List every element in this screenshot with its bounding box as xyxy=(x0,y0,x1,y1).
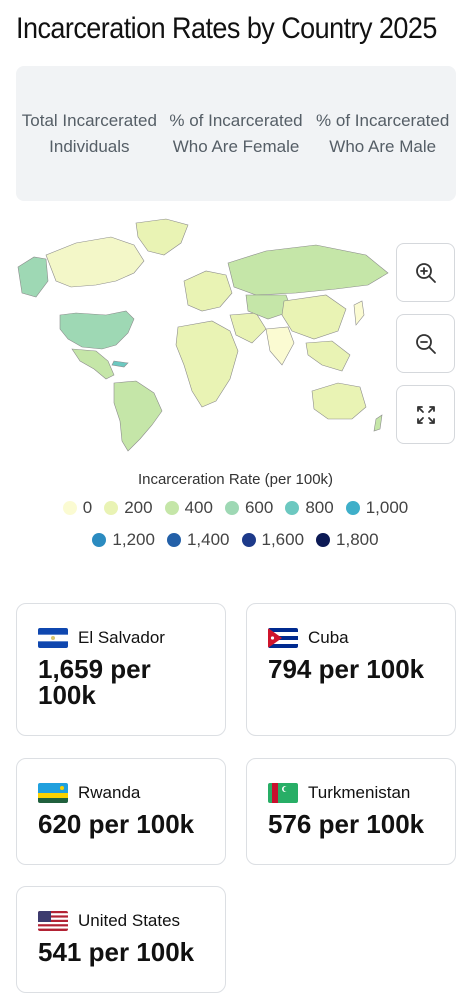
legend-swatch xyxy=(104,501,119,515)
country-card-cuba[interactable]: Cuba 794 per 100k xyxy=(246,603,456,736)
tab-total-incarcerated[interactable]: Total Incarcerated Individuals xyxy=(21,110,157,156)
legend-swatch xyxy=(92,533,107,547)
country-name: El Salvador xyxy=(78,628,165,647)
map-region-canada xyxy=(45,236,145,288)
fullscreen-button[interactable] xyxy=(396,385,455,444)
tab-percent-female[interactable]: % of Incarcerated Who Are Female xyxy=(169,110,303,156)
map-region-africa xyxy=(175,320,239,408)
country-card-united-states[interactable]: United States 541 per 100k xyxy=(16,886,226,993)
card-header: Turkmenistan xyxy=(268,783,435,803)
legend-label: 800 xyxy=(305,498,334,517)
metric-tabs: Total Incarcerated Individuals % of Inca… xyxy=(16,66,456,201)
page-title: Incarceration Rates by Country 2025 xyxy=(16,12,437,45)
legend-label: 1,600 xyxy=(261,530,305,549)
legend-item: 1,000 xyxy=(345,498,409,518)
rwanda-flag-icon xyxy=(38,783,68,803)
legend-row-1: 0 200 400 600 800 1,000 xyxy=(0,498,471,518)
world-map[interactable] xyxy=(16,215,390,455)
zoom-out-button[interactable] xyxy=(396,314,455,373)
legend-item: 1,400 xyxy=(166,530,230,550)
legend-item: 200 xyxy=(104,498,153,518)
map-region-southeast-asia xyxy=(305,340,351,372)
legend-label: 1,000 xyxy=(365,498,409,517)
card-header: El Salvador xyxy=(38,628,205,648)
cuba-flag-icon xyxy=(268,628,298,648)
tab-percent-male[interactable]: % of Incarcerated Who Are Male xyxy=(316,110,450,156)
turkmenistan-flag-icon xyxy=(268,783,298,803)
legend-swatch xyxy=(62,501,77,515)
united-states-flag-icon xyxy=(38,911,68,931)
legend-swatch xyxy=(241,533,256,547)
map-region-greenland xyxy=(135,218,189,256)
card-header: United States xyxy=(38,911,205,931)
legend-swatch xyxy=(164,501,179,515)
legend-label: 200 xyxy=(124,498,153,517)
rate-value: 541 per 100k xyxy=(38,937,195,967)
legend-swatch xyxy=(166,533,181,547)
country-name: Turkmenistan xyxy=(308,783,411,802)
card-header: Rwanda xyxy=(38,783,205,803)
map-region-europe xyxy=(183,270,233,312)
world-map-svg xyxy=(17,218,389,452)
legend-item: 1,200 xyxy=(92,530,155,550)
map-region-united-states xyxy=(59,310,135,350)
country-name: United States xyxy=(78,911,181,930)
rate-value: 620 per 100k xyxy=(38,809,195,839)
map-region-cuba xyxy=(111,360,129,368)
legend-item: 0 xyxy=(62,498,93,518)
map-region-mexico xyxy=(71,348,115,380)
fullscreen-icon xyxy=(416,405,435,424)
legend-item: 800 xyxy=(285,498,334,518)
legend-label: 600 xyxy=(244,498,274,517)
map-region-east-asia xyxy=(281,294,347,340)
legend-swatch xyxy=(345,501,360,515)
legend-row-2: 1,200 1,400 1,600 1,800 xyxy=(0,530,471,550)
legend-label: 1,800 xyxy=(336,530,379,549)
map-region-south-asia xyxy=(265,326,295,366)
map-region-japan xyxy=(353,300,365,326)
legend-item: 1,800 xyxy=(316,530,379,550)
legend-label: 0 xyxy=(82,498,93,517)
legend-title: Incarceration Rate (per 100k) xyxy=(137,471,334,488)
legend-item: 400 xyxy=(164,498,213,518)
legend-label: 400 xyxy=(184,498,213,517)
legend-label: 1,400 xyxy=(186,530,230,549)
legend-swatch xyxy=(285,501,300,515)
country-card-turkmenistan[interactable]: Turkmenistan 576 per 100k xyxy=(246,758,456,865)
card-header: Cuba xyxy=(268,628,435,648)
zoom-in-icon xyxy=(415,262,436,283)
zoom-out-icon xyxy=(415,333,436,354)
country-name: Cuba xyxy=(308,628,349,647)
map-region-middle-east xyxy=(229,312,267,344)
map-region-australia xyxy=(311,382,367,420)
legend-swatch xyxy=(316,533,331,547)
rate-value: 576 per 100k xyxy=(268,809,425,839)
map-region-central-asia xyxy=(245,294,293,320)
zoom-in-button[interactable] xyxy=(396,243,455,302)
el-salvador-flag-icon xyxy=(38,628,68,648)
country-card-el-salvador[interactable]: El Salvador 1,659 per 100k xyxy=(16,603,226,736)
country-card-rwanda[interactable]: Rwanda 620 per 100k xyxy=(16,758,226,865)
legend-label: 1,200 xyxy=(112,530,155,549)
legend-swatch xyxy=(224,501,239,515)
map-region-south-america xyxy=(113,380,163,452)
legend-item: 1,600 xyxy=(241,530,305,550)
legend-item: 600 xyxy=(224,498,274,518)
map-region-alaska xyxy=(17,256,49,298)
rate-value: 794 per 100k xyxy=(268,654,425,684)
map-region-russia xyxy=(227,244,389,296)
rate-value: 1,659 per 100k xyxy=(38,654,151,710)
map-region-new-zealand xyxy=(373,414,383,432)
country-name: Rwanda xyxy=(78,783,141,802)
